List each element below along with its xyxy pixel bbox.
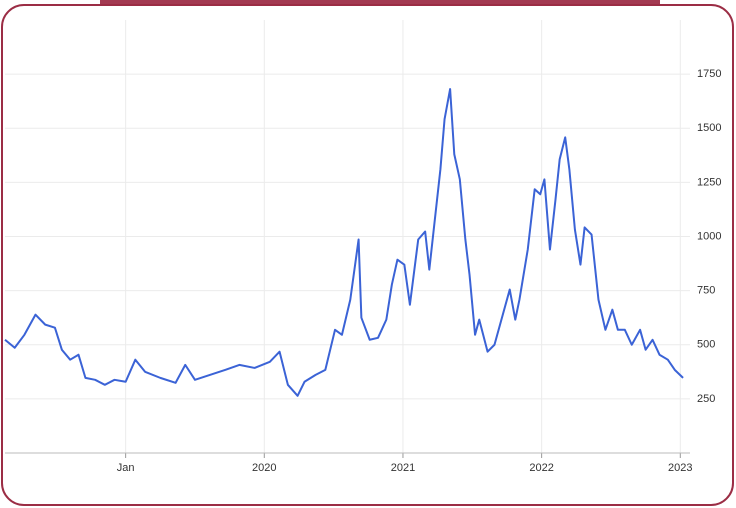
y-tick-label: 750 bbox=[697, 285, 715, 297]
y-tick-label: 500 bbox=[697, 339, 715, 351]
y-tick-label: 250 bbox=[697, 393, 715, 405]
x-tick-label: Jan bbox=[117, 462, 135, 474]
x-tick-label: 2021 bbox=[391, 462, 415, 474]
y-tick-label: 1500 bbox=[697, 122, 721, 134]
x-tick-label: 2020 bbox=[252, 462, 276, 474]
y-tick-label: 1250 bbox=[697, 176, 721, 188]
top-band bbox=[100, 0, 660, 6]
plot-area: 250 500 750 1000 1250 1500 1750 Jan 2020 2021 2022… bbox=[4, 20, 721, 474]
x-tick-label: 2022 bbox=[529, 462, 553, 474]
frame bbox=[1, 4, 734, 506]
y-tick-label: 1000 bbox=[697, 230, 721, 242]
price-line bbox=[4, 88, 684, 397]
y-tick-label: 1750 bbox=[697, 68, 721, 80]
x-tick-label: 2023 bbox=[668, 462, 692, 474]
